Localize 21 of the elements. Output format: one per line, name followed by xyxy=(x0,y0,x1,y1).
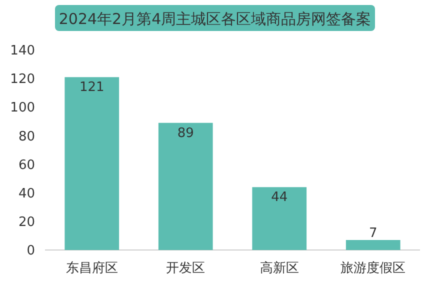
bar xyxy=(252,187,307,250)
chart-title: 2024年2月第4周主城区各区域商品房网签备案 xyxy=(58,10,372,28)
data-label: 44 xyxy=(271,190,288,206)
y-tick-label: 80 xyxy=(18,129,35,144)
y-tick-label: 120 xyxy=(10,72,35,88)
y-tick-label: 0 xyxy=(26,244,35,259)
y-tick-label: 20 xyxy=(18,214,35,230)
x-tick-label: 开发区 xyxy=(166,261,206,276)
data-label: 89 xyxy=(177,126,194,141)
data-label: 121 xyxy=(79,80,104,96)
x-tick-label: 高新区 xyxy=(260,260,299,276)
bar xyxy=(346,240,400,250)
data-label: 7 xyxy=(368,226,378,241)
y-tick-label: 100 xyxy=(10,100,35,116)
bar xyxy=(158,122,213,250)
y-tick-label: 140 xyxy=(10,44,35,59)
x-tick-label: 旅游度假区 xyxy=(340,260,406,276)
y-tick-label: 40 xyxy=(18,186,35,202)
y-tick-label: 60 xyxy=(18,158,35,173)
x-tick-label: 东昌府区 xyxy=(66,260,118,276)
bar xyxy=(64,77,120,250)
